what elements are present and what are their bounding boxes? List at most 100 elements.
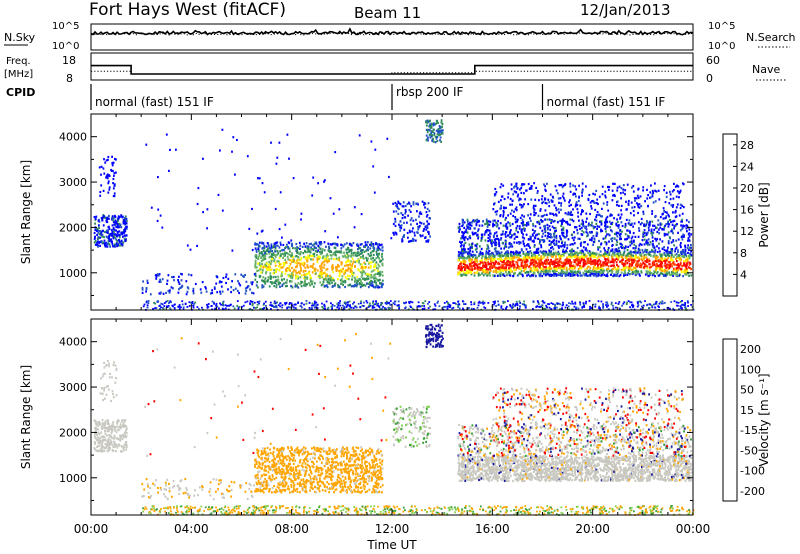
range-cell: [370, 270, 373, 273]
range-cell: [637, 247, 640, 250]
range-cell: [420, 235, 422, 238]
range-cell: [116, 235, 118, 238]
range-cell: [146, 279, 149, 282]
range-cell: [124, 222, 127, 225]
range-cell: [234, 173, 236, 176]
range-cell: [562, 265, 564, 268]
noise-sky-line: [90, 27, 694, 36]
range-cell: [614, 248, 617, 251]
range-cell: [677, 262, 680, 266]
range-cell: [567, 260, 569, 263]
range-cell: [620, 213, 623, 216]
range-cell: [660, 223, 663, 226]
range-cell: [268, 285, 271, 288]
range-cell: [338, 208, 341, 211]
range-cell: [553, 227, 555, 230]
range-cell: [256, 269, 258, 272]
range-cell: [606, 203, 609, 206]
range-cell: [467, 267, 470, 270]
range-cell: [538, 259, 541, 262]
range-cell: [100, 233, 103, 236]
range-cell: [528, 265, 531, 268]
range-cell: [141, 288, 144, 291]
range-cell: [283, 264, 285, 267]
range-cell: [343, 273, 346, 276]
range-cell: [604, 253, 607, 256]
range-cell: [257, 247, 260, 250]
range-cell: [463, 245, 465, 248]
range-cell: [354, 261, 357, 264]
range-cell: [660, 272, 662, 275]
range-cell: [291, 273, 293, 276]
range-cell: [341, 275, 344, 278]
range-cell: [425, 134, 428, 137]
range-cell: [471, 256, 474, 259]
range-cell: [489, 274, 492, 277]
range-cell: [587, 260, 589, 263]
range-cell: [268, 252, 271, 255]
range-cell: [539, 250, 542, 253]
range-cell: [399, 220, 402, 223]
range-cell: [354, 252, 357, 255]
range-cell: [340, 251, 343, 254]
range-cell: [276, 156, 279, 159]
range-cell: [260, 259, 263, 263]
range-cell: [540, 215, 543, 218]
range-cell: [243, 275, 245, 278]
range-cell: [262, 247, 264, 250]
range-cell: [489, 254, 492, 258]
range-cell: [370, 243, 373, 246]
range-cell: [435, 137, 438, 140]
range-cell: [492, 225, 494, 228]
range-cell: [271, 257, 273, 260]
range-cell: [510, 265, 513, 268]
range-cell: [277, 275, 280, 278]
range-cell: [294, 255, 297, 258]
range-cell: [459, 269, 462, 272]
range-cell: [653, 228, 656, 231]
range-cell: [367, 246, 369, 249]
range-cell: [569, 218, 572, 221]
range-cell: [339, 251, 341, 254]
range-cell: [347, 274, 349, 277]
range-cell: [566, 258, 568, 261]
range-cell: [347, 264, 349, 267]
range-cell: [645, 260, 648, 263]
range-cell: [186, 290, 189, 293]
range-cell: [255, 243, 257, 246]
range-cell: [366, 248, 369, 251]
range-cell: [637, 188, 639, 191]
range-cell: [587, 265, 590, 268]
range-cell: [485, 259, 488, 262]
range-cell: [489, 235, 491, 238]
range-cell: [113, 234, 115, 237]
range-cell: [683, 260, 685, 263]
range-cell: [636, 263, 639, 266]
range-cell: [606, 221, 608, 224]
range-cell: [427, 240, 429, 243]
range-cell: [435, 122, 437, 125]
range-cell: [521, 218, 524, 221]
range-cell: [499, 274, 502, 277]
range-cell: [506, 225, 509, 228]
range-cell: [344, 281, 347, 284]
range-cell: [346, 264, 348, 267]
range-cell: [516, 187, 519, 190]
range-cell: [104, 244, 106, 247]
range-cell: [314, 268, 317, 271]
range-cell: [263, 246, 266, 249]
range-cell: [206, 208, 209, 211]
range-cell: [661, 240, 664, 243]
range-cell: [652, 231, 655, 234]
range-cell: [304, 284, 307, 287]
range-cell: [571, 236, 574, 240]
range-cell: [266, 268, 269, 272]
range-cell: [274, 250, 277, 253]
range-cell: [408, 209, 411, 212]
range-cell: [531, 228, 534, 231]
range-cell: [350, 248, 353, 251]
range-cell: [540, 255, 543, 258]
range-cell: [575, 254, 578, 257]
range-cell: [260, 271, 262, 274]
range-cell: [521, 214, 523, 217]
